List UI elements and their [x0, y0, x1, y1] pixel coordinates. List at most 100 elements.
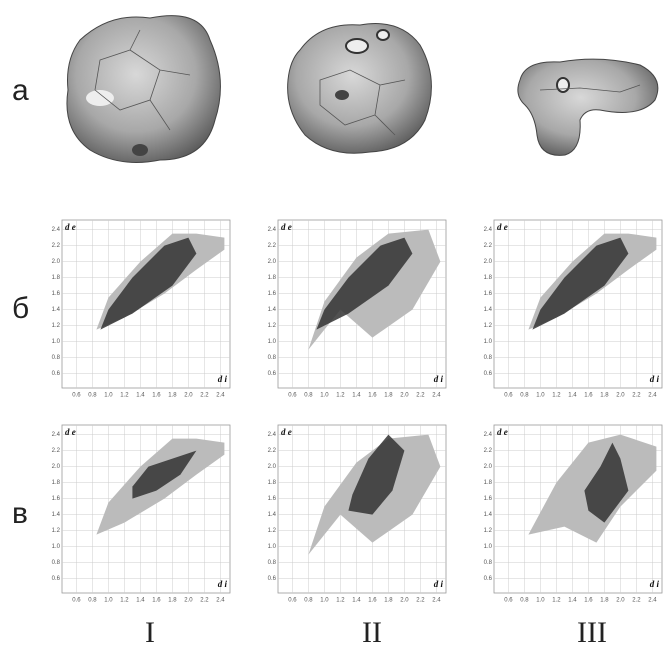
- y-tick-label: 1.2: [52, 528, 61, 534]
- y-tick-label: 0.6: [52, 371, 61, 377]
- fingerprint-plot: 0.60.60.80.81.01.01.21.21.41.41.61.61.81…: [268, 220, 446, 399]
- y-tick-label: 1.2: [484, 323, 493, 329]
- fingerprint-plot: 0.60.60.80.81.01.01.21.21.41.41.61.61.81…: [52, 220, 230, 399]
- x-axis-label: d i: [650, 579, 660, 589]
- y-tick-label: 1.4: [52, 307, 61, 313]
- y-tick-label: 1.4: [484, 307, 493, 313]
- y-tick-label: 1.4: [484, 512, 493, 518]
- y-tick-label: 2.0: [484, 464, 493, 470]
- x-tick-label: 0.8: [88, 598, 97, 604]
- x-tick-label: 1.6: [368, 598, 377, 604]
- y-tick-label: 1.0: [52, 339, 61, 345]
- y-tick-label: 0.6: [484, 371, 493, 377]
- y-tick-label: 1.8: [484, 480, 493, 486]
- y-tick-label: 1.0: [52, 544, 61, 550]
- x-tick-label: 2.2: [200, 393, 209, 399]
- x-tick-label: 1.4: [568, 393, 577, 399]
- y-axis-label: d e: [497, 222, 508, 232]
- x-tick-label: 1.2: [120, 393, 129, 399]
- x-tick-label: 2.2: [416, 598, 425, 604]
- x-tick-label: 0.8: [520, 393, 529, 399]
- x-tick-label: 0.6: [288, 598, 297, 604]
- y-tick-label: 2.0: [268, 464, 277, 470]
- x-tick-label: 1.8: [600, 598, 609, 604]
- x-tick-label: 1.4: [352, 393, 361, 399]
- y-tick-label: 1.8: [52, 275, 61, 281]
- y-tick-label: 0.6: [484, 576, 493, 582]
- column-label: II: [362, 616, 382, 649]
- x-tick-label: 1.2: [120, 598, 129, 604]
- fingerprint-plot: 0.60.60.80.81.01.01.21.21.41.41.61.61.81…: [268, 425, 446, 604]
- y-tick-label: 0.6: [268, 371, 277, 377]
- y-tick-label: 2.2: [268, 243, 277, 249]
- x-tick-label: 0.6: [72, 393, 81, 399]
- y-tick-label: 2.2: [52, 448, 61, 454]
- x-tick-label: 0.6: [504, 393, 513, 399]
- y-tick-label: 1.4: [268, 512, 277, 518]
- x-tick-label: 1.2: [336, 393, 345, 399]
- y-tick-label: 2.4: [52, 432, 61, 438]
- y-axis-label: d e: [281, 222, 292, 232]
- x-tick-label: 1.2: [336, 598, 345, 604]
- y-tick-label: 2.2: [52, 243, 61, 249]
- x-tick-label: 0.6: [288, 393, 297, 399]
- surface-2: [288, 24, 432, 154]
- x-tick-label: 1.4: [568, 598, 577, 604]
- x-axis-label: d i: [434, 374, 444, 384]
- x-tick-label: 1.0: [320, 393, 329, 399]
- x-axis-label: d i: [218, 579, 228, 589]
- y-tick-label: 2.4: [268, 227, 277, 233]
- x-tick-label: 1.0: [536, 393, 545, 399]
- x-tick-label: 2.4: [216, 393, 225, 399]
- x-tick-label: 2.4: [432, 393, 441, 399]
- y-tick-label: 0.8: [484, 560, 493, 566]
- x-tick-label: 1.0: [104, 598, 113, 604]
- y-tick-label: 2.2: [268, 448, 277, 454]
- y-tick-label: 2.4: [52, 227, 61, 233]
- y-tick-label: 0.8: [268, 355, 277, 361]
- y-axis-label: d e: [65, 427, 76, 437]
- y-tick-label: 1.6: [268, 496, 277, 502]
- x-tick-label: 1.0: [536, 598, 545, 604]
- surface-3: [518, 59, 658, 155]
- row-label: а: [12, 74, 29, 107]
- x-tick-label: 1.2: [552, 598, 561, 604]
- y-tick-label: 0.8: [268, 560, 277, 566]
- x-tick-label: 2.0: [400, 598, 409, 604]
- y-tick-label: 1.6: [268, 291, 277, 297]
- x-tick-label: 1.4: [136, 393, 145, 399]
- fingerprint-plot: 0.60.60.80.81.01.01.21.21.41.41.61.61.81…: [52, 425, 230, 604]
- row-label: б: [12, 292, 29, 325]
- x-axis-label: d i: [650, 374, 660, 384]
- y-tick-label: 0.8: [52, 355, 61, 361]
- x-tick-label: 2.2: [632, 393, 641, 399]
- y-tick-label: 1.8: [268, 275, 277, 281]
- y-tick-label: 1.2: [484, 528, 493, 534]
- column-label: III: [577, 616, 607, 649]
- y-axis-label: d e: [497, 427, 508, 437]
- x-tick-label: 1.8: [384, 393, 393, 399]
- x-tick-label: 1.8: [168, 393, 177, 399]
- fingerprint-plot: 0.60.60.80.81.01.01.21.21.41.41.61.61.81…: [484, 425, 662, 604]
- x-tick-label: 2.0: [616, 393, 625, 399]
- x-tick-label: 1.0: [320, 598, 329, 604]
- y-tick-label: 2.0: [52, 464, 61, 470]
- x-tick-label: 0.8: [88, 393, 97, 399]
- x-tick-label: 2.0: [616, 598, 625, 604]
- x-tick-label: 2.0: [184, 598, 193, 604]
- y-tick-label: 1.2: [268, 323, 277, 329]
- x-tick-label: 0.6: [72, 598, 81, 604]
- x-tick-label: 2.2: [200, 598, 209, 604]
- x-tick-label: 1.6: [152, 598, 161, 604]
- y-tick-label: 0.8: [52, 560, 61, 566]
- y-tick-label: 2.4: [484, 227, 493, 233]
- x-tick-label: 1.6: [152, 393, 161, 399]
- y-tick-label: 1.2: [52, 323, 61, 329]
- x-tick-label: 1.6: [368, 393, 377, 399]
- x-tick-label: 1.8: [600, 393, 609, 399]
- y-tick-label: 1.6: [52, 496, 61, 502]
- x-tick-label: 2.2: [416, 393, 425, 399]
- y-tick-label: 0.8: [484, 355, 493, 361]
- x-axis-label: d i: [218, 374, 228, 384]
- x-tick-label: 2.4: [648, 393, 657, 399]
